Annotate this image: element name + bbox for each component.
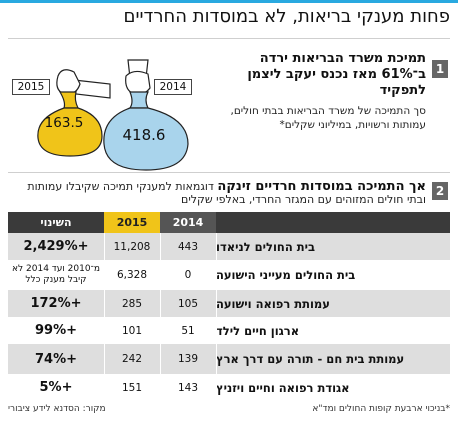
column-separator xyxy=(160,290,161,317)
section2-title: אך התמיכה במוסדות חרדיים זינקה דוגמאות ל… xyxy=(26,180,426,206)
cell-change: +5% xyxy=(39,380,73,395)
column-separator xyxy=(104,260,105,290)
cell-name: אגודת רפואה וחיים ויזניץ xyxy=(216,380,350,395)
accent-bar xyxy=(0,0,458,3)
footnote: *בניכוי ארבעת קופות החולים ומד"א xyxy=(312,404,450,414)
column-separator xyxy=(216,374,217,401)
column-separator xyxy=(216,317,217,344)
header-change: השינוי xyxy=(40,216,72,229)
table-row: +5% 151 143 אגודת רפואה וחיים ויזניץ xyxy=(8,374,450,401)
column-separator xyxy=(160,344,161,374)
cell-2014: 105 xyxy=(177,297,199,310)
year-label-2014: 2014 xyxy=(154,79,192,95)
table-row: +74% 242 139 עמותת בית חם - תורה עם דרך ארץ xyxy=(8,344,450,374)
column-separator xyxy=(160,260,161,290)
cell-2014: 443 xyxy=(177,240,199,253)
table-row: +99% 101 51 ארגון חיים לילד xyxy=(8,317,450,344)
divider xyxy=(8,38,450,39)
cell-change: +99% xyxy=(34,323,78,338)
cell-change: מ־2010 ועד 2014 לא קיבל מענק כלל xyxy=(12,264,100,285)
column-separator xyxy=(216,260,217,290)
source-note: מקור: הסדנא לידע ציבורי xyxy=(8,404,106,414)
column-separator xyxy=(216,344,217,374)
section2-title-bold: אך התמיכה במוסדות חרדיים זינקה xyxy=(217,179,426,194)
cell-2015: 242 xyxy=(121,353,143,365)
cell-change: +74% xyxy=(34,351,78,367)
table-header: השינוי 2015 2014 xyxy=(8,212,450,233)
cell-change: +2,429% xyxy=(23,239,89,254)
cell-2014: 0 xyxy=(184,269,192,281)
header-name xyxy=(216,212,450,233)
cell-name: ארגון חיים לילד xyxy=(216,323,300,338)
divider xyxy=(8,172,450,173)
cell-name: עמותת רפואה וישועה xyxy=(216,296,330,311)
money-bag-2014-icon xyxy=(103,59,189,171)
money-bag-2015-icon xyxy=(37,69,111,157)
column-separator xyxy=(160,233,161,260)
section-number-badge: 2 xyxy=(432,182,448,200)
section2-title-rest: דוגמאות למענקי תמיכה שקיבלו עמותות ובתי … xyxy=(27,180,426,206)
column-separator xyxy=(160,317,161,344)
table-row: +172% 285 105 עמותת רפואה וישועה xyxy=(8,290,450,317)
cell-change: +172% xyxy=(30,296,82,311)
cell-2015: 101 xyxy=(121,324,143,337)
column-separator xyxy=(216,290,217,317)
year-label-2015: 2015 xyxy=(12,79,50,95)
column-separator xyxy=(160,374,161,401)
column-separator xyxy=(216,233,217,260)
header-2015: 2015 xyxy=(104,212,160,233)
table-row: מ־2010 ועד 2014 לא קיבל מענק כלל 6,328 0 בי… xyxy=(8,260,450,290)
cell-2015: 151 xyxy=(121,381,143,394)
column-separator xyxy=(104,290,105,317)
bag-value-2014: 418.6 xyxy=(122,126,166,144)
column-separator xyxy=(104,317,105,344)
page-title: פחות מענקי בריאות, לא במוסדות החרדיים xyxy=(123,6,450,27)
column-separator xyxy=(104,344,105,374)
section-number-badge: 1 xyxy=(432,60,448,78)
cell-2014: 51 xyxy=(181,324,195,337)
cell-name: בית החולים לניאדו xyxy=(216,239,315,254)
cell-name: בית החולים מעייני הישועה xyxy=(216,268,356,282)
table-row: +2,429% 11,208 443 בית החולים לניאדו xyxy=(8,233,450,260)
column-separator xyxy=(104,233,105,260)
cell-2015: 11,208 xyxy=(113,240,151,253)
bag-value-2015: 163.5 xyxy=(44,115,84,131)
cell-2015: 285 xyxy=(121,297,143,310)
cell-name: עמותת בית חם - תורה עם דרך ארץ xyxy=(216,352,405,366)
section1-subtitle: סך התמיכה של משרד הבריאות בבתי חולים, עמ… xyxy=(230,105,427,131)
section1-title: תמיכת משרד הבריאות ירדה ב־61% מאז נכנס י… xyxy=(247,51,426,98)
cell-2014: 139 xyxy=(177,353,199,365)
cell-2014: 143 xyxy=(177,381,199,394)
cell-2015: 6,328 xyxy=(116,269,148,281)
header-2014: 2014 xyxy=(160,212,216,233)
column-separator xyxy=(104,374,105,401)
